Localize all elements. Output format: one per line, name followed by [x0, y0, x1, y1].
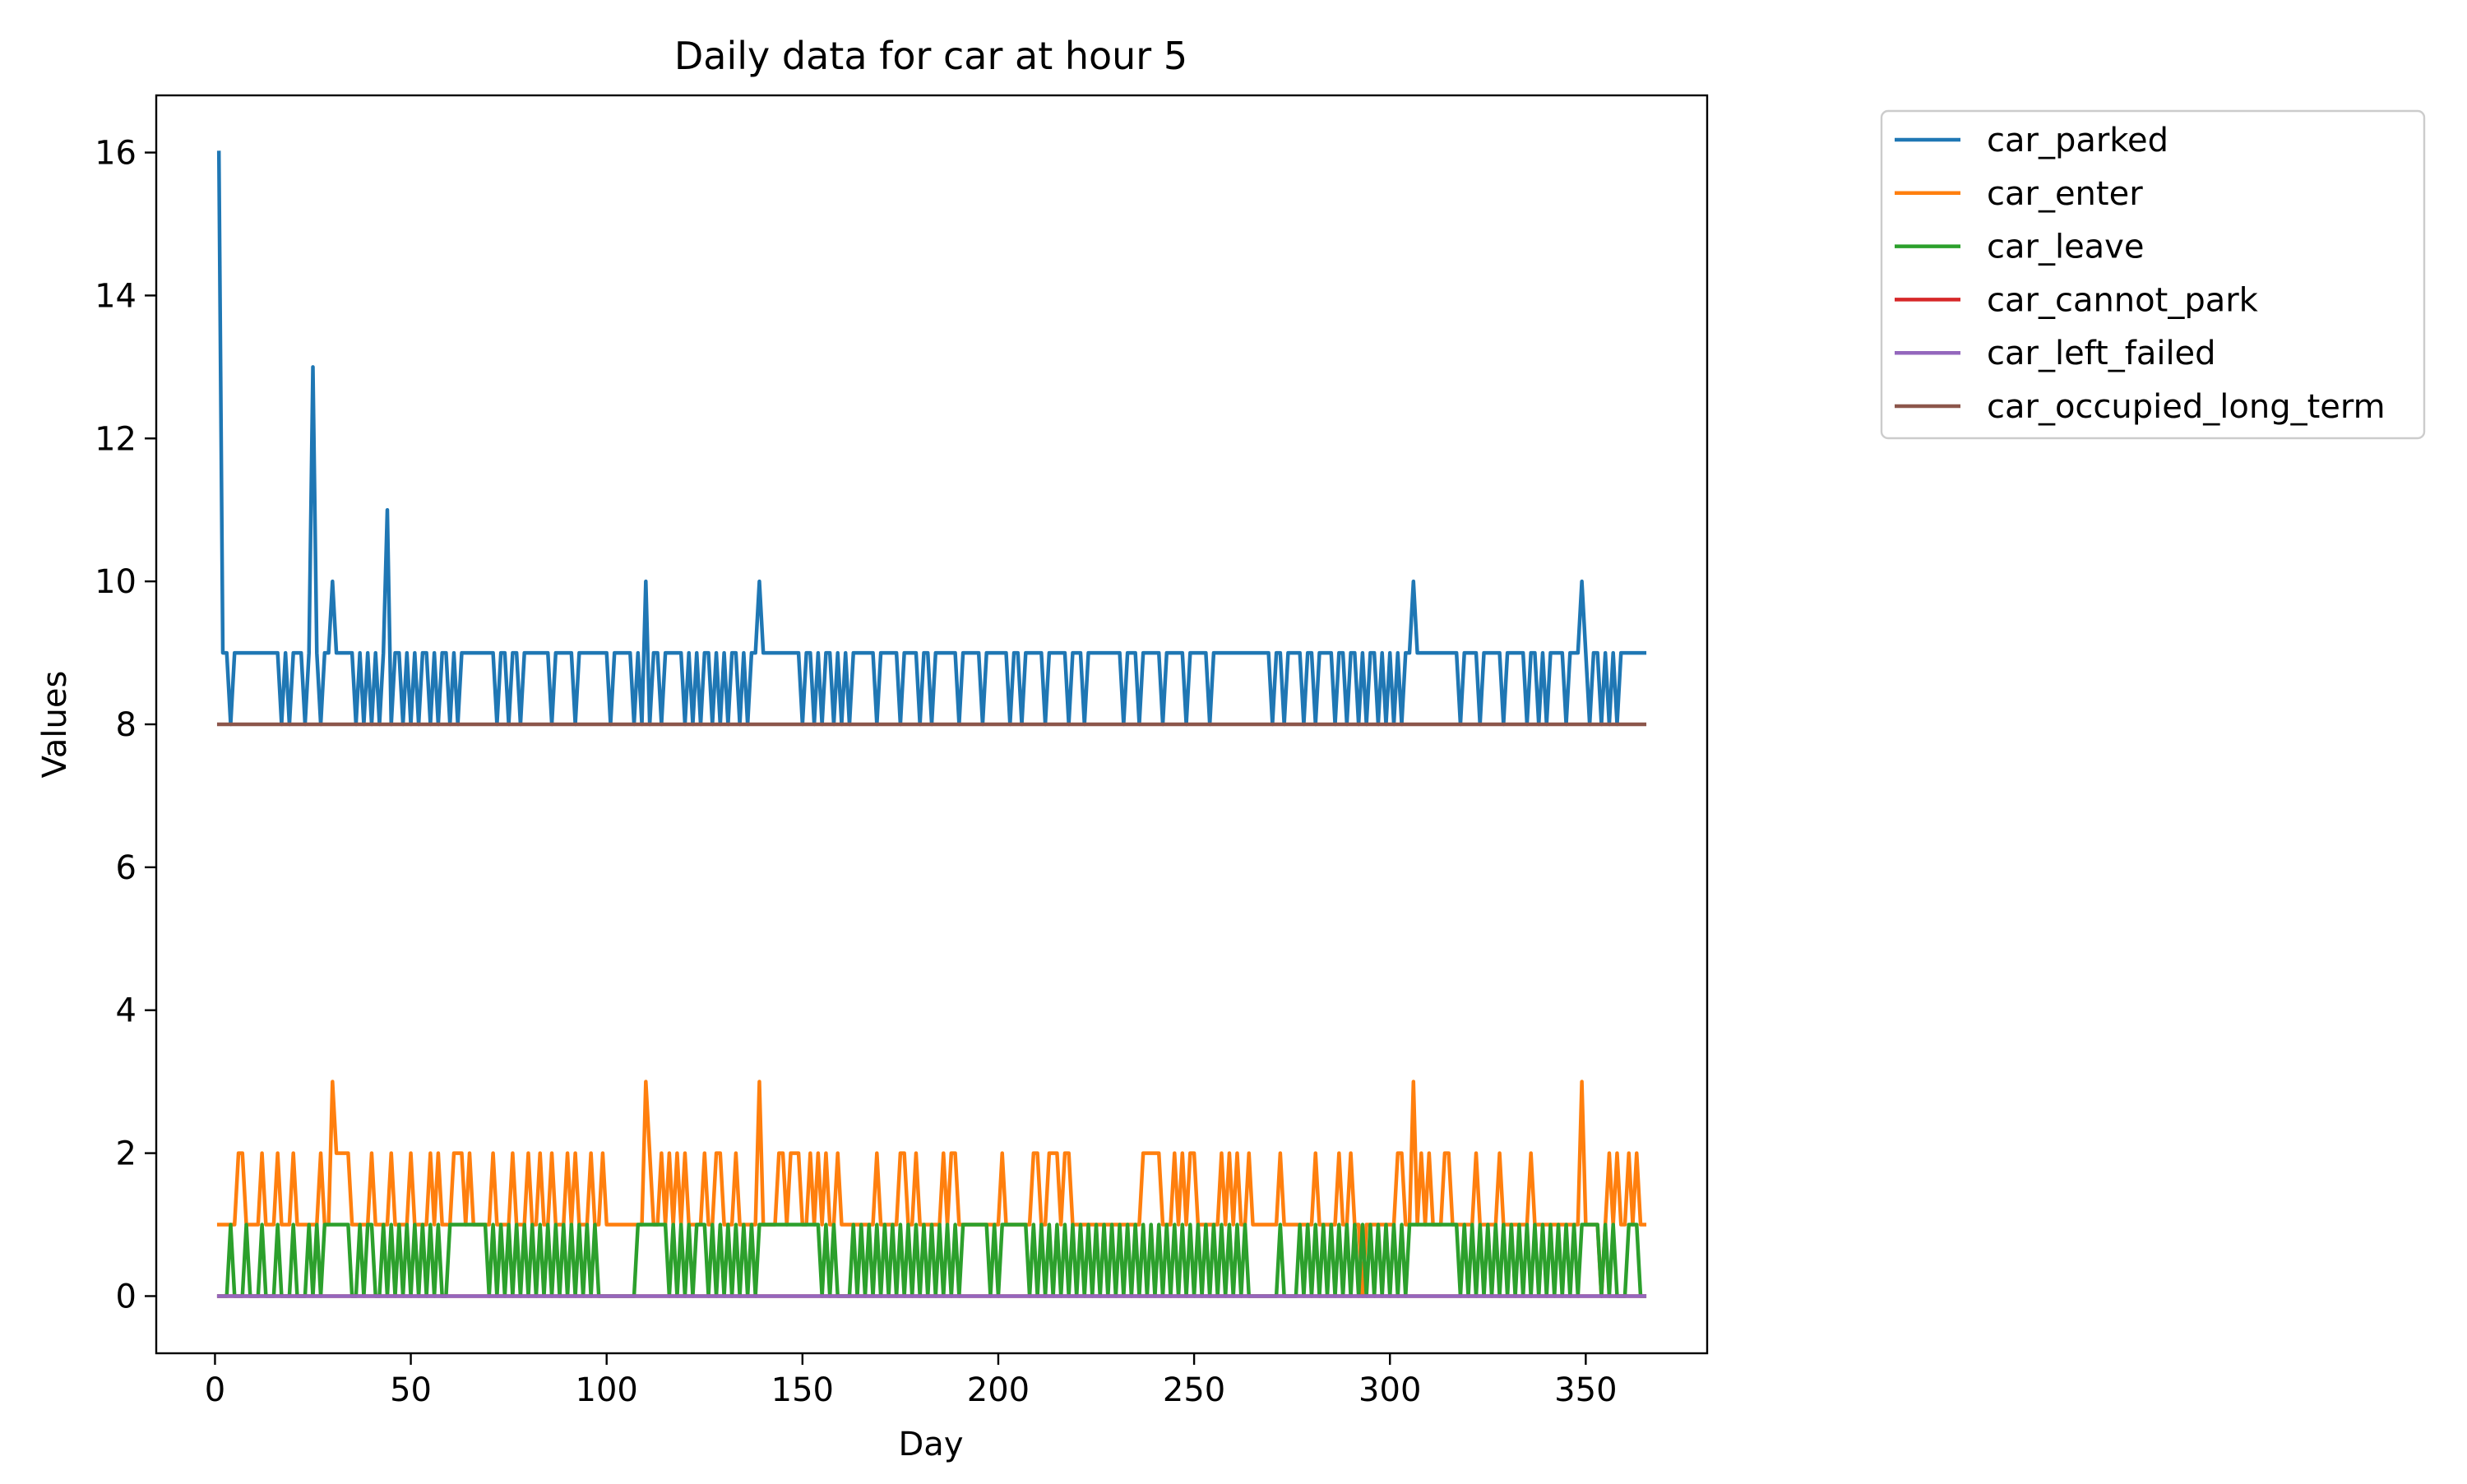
- x-axis-label: Day: [899, 1426, 964, 1463]
- x-tick-label: 200: [967, 1371, 1030, 1409]
- x-axis: 0 50 100 150 200 250 300 350: [205, 1353, 1618, 1409]
- x-tick-label: 150: [771, 1371, 834, 1409]
- legend: car_parked car_enter car_leave car_cannot_p…: [1880, 109, 2426, 440]
- x-tick-label: 250: [1163, 1371, 1225, 1409]
- x-tick-label: 350: [1554, 1371, 1617, 1409]
- y-tick-label: 4: [116, 992, 137, 1030]
- y-tick-label: 0: [116, 1278, 137, 1315]
- y-tick-label: 10: [95, 563, 137, 601]
- legend-label: car_left_failed: [1987, 335, 2216, 372]
- y-tick-label: 8: [116, 706, 137, 744]
- chart-title: Daily data for car at hour 5: [674, 34, 1187, 78]
- legend-label: car_cannot_park: [1987, 281, 2259, 319]
- legend-label: car_occupied_long_term: [1987, 388, 2386, 426]
- y-axis: 0 2 4 6 8 10 12 14 16: [95, 135, 156, 1315]
- legend-label: car_leave: [1987, 229, 2144, 266]
- x-tick-label: 50: [390, 1371, 432, 1409]
- y-tick-label: 16: [95, 135, 137, 173]
- y-axis-label: Values: [36, 671, 74, 779]
- x-tick-label: 100: [576, 1371, 638, 1409]
- x-tick-label: 300: [1358, 1371, 1421, 1409]
- series-layer: [216, 150, 1647, 1298]
- x-tick-label: 0: [205, 1371, 225, 1409]
- y-tick-label: 12: [95, 420, 137, 458]
- series-line-car-leave: [216, 1223, 1647, 1298]
- legend-frame: [1880, 109, 2426, 440]
- y-tick-label: 2: [116, 1135, 137, 1173]
- legend-label: car_enter: [1987, 175, 2143, 213]
- y-tick-label: 6: [116, 849, 137, 887]
- y-tick-label: 14: [95, 277, 137, 315]
- legend-label: car_parked: [1987, 122, 2168, 159]
